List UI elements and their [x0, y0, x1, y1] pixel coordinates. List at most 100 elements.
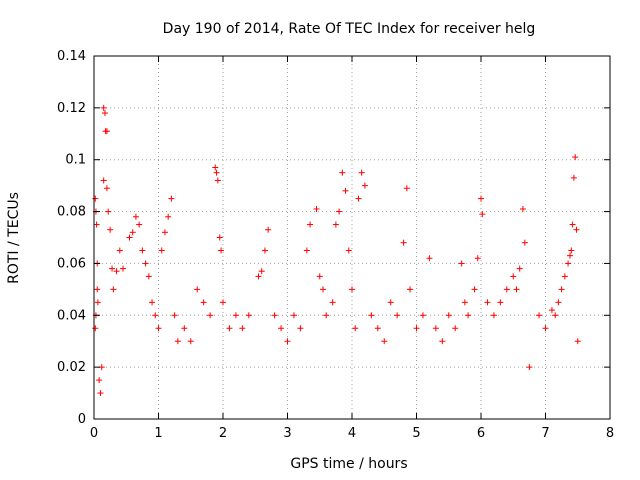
data-point — [103, 128, 110, 135]
data-point — [439, 338, 446, 345]
data-point — [255, 273, 262, 280]
data-point — [316, 273, 323, 280]
data-point — [187, 338, 194, 345]
data-point — [110, 286, 117, 293]
x-axis-label: GPS time / hours — [290, 456, 407, 472]
data-point — [96, 377, 103, 384]
data-point — [471, 286, 478, 293]
y-tick-labels: 0 0.02 0.04 0.06 0.08 0.1 0.12 0.14 — [57, 49, 86, 427]
grid-lines — [94, 56, 610, 419]
data-point — [313, 205, 320, 212]
data-point — [413, 325, 420, 332]
data-point — [569, 221, 576, 228]
data-point — [194, 286, 201, 293]
data-point — [323, 312, 330, 319]
data-point — [521, 239, 528, 246]
y-axis-label: ROTI / TECUs — [6, 192, 22, 284]
data-point — [165, 213, 172, 220]
data-point — [349, 286, 355, 293]
data-point — [567, 252, 574, 259]
data-point — [168, 195, 175, 202]
axis-ticks — [93, 55, 611, 420]
data-point — [342, 187, 349, 194]
data-point — [497, 299, 504, 306]
data-point — [220, 299, 226, 306]
data-point — [355, 195, 362, 202]
x-tick-label: 2 — [219, 426, 227, 441]
data-point — [339, 169, 346, 176]
data-point — [284, 338, 291, 345]
y-tick-label: 0.08 — [57, 205, 86, 220]
data-point — [368, 312, 375, 319]
data-point — [245, 312, 252, 319]
data-point — [426, 255, 433, 262]
data-point — [319, 286, 326, 293]
data-point — [345, 247, 352, 254]
data-point — [171, 312, 178, 319]
x-tick-label: 6 — [477, 426, 485, 441]
data-point — [352, 325, 359, 332]
data-point — [565, 260, 572, 267]
data-point — [129, 229, 136, 236]
data-point — [94, 286, 101, 293]
data-point — [536, 312, 543, 319]
data-point — [484, 299, 491, 306]
data-point — [573, 226, 580, 233]
x-tick-label: 4 — [348, 426, 356, 441]
data-point — [461, 299, 468, 306]
y-tick-label: 0.14 — [57, 49, 86, 64]
data-point — [332, 221, 339, 228]
data-point — [490, 312, 497, 319]
data-point — [126, 234, 133, 241]
data-point — [97, 390, 104, 397]
x-tick-label: 8 — [606, 426, 614, 441]
y-tick-label: 0.1 — [65, 153, 86, 168]
data-point — [278, 325, 285, 332]
data-point — [513, 286, 520, 293]
data-point — [381, 338, 388, 345]
data-point — [258, 268, 265, 275]
data-point — [503, 286, 510, 293]
data-point — [479, 211, 486, 218]
data-point — [216, 234, 223, 241]
data-points — [92, 104, 581, 397]
data-point — [290, 312, 297, 319]
data-point — [572, 154, 579, 161]
data-point — [307, 221, 314, 228]
data-point — [132, 213, 139, 220]
data-point — [239, 325, 246, 332]
data-point — [152, 312, 159, 319]
x-tick-label: 7 — [541, 426, 549, 441]
x-tick-label: 0 — [90, 426, 98, 441]
data-point — [510, 273, 517, 280]
data-point — [403, 185, 410, 192]
data-point — [419, 312, 426, 319]
data-point — [329, 299, 336, 306]
y-tick-label: 0.02 — [57, 360, 86, 375]
data-point — [213, 169, 220, 176]
data-point — [452, 325, 459, 332]
data-point — [139, 247, 146, 254]
data-point — [116, 247, 123, 254]
data-point — [120, 265, 127, 272]
data-point — [361, 182, 368, 189]
data-point — [109, 265, 116, 272]
data-point — [465, 312, 472, 319]
data-point — [458, 260, 465, 267]
data-point — [261, 247, 268, 254]
data-point — [555, 299, 562, 306]
x-tick-label: 5 — [412, 426, 420, 441]
data-point — [570, 174, 577, 181]
y-tick-label: 0.06 — [57, 256, 86, 271]
data-point — [92, 195, 99, 202]
data-point — [103, 185, 110, 192]
chart-title: Day 190 of 2014, Rate Of TEC Index for r… — [163, 21, 536, 37]
y-tick-label: 0.04 — [57, 308, 86, 323]
x-tick-label: 1 — [154, 426, 162, 441]
data-point — [232, 312, 239, 319]
data-point — [407, 286, 414, 293]
data-point — [149, 299, 156, 306]
data-point — [100, 104, 107, 111]
data-point — [552, 312, 559, 319]
